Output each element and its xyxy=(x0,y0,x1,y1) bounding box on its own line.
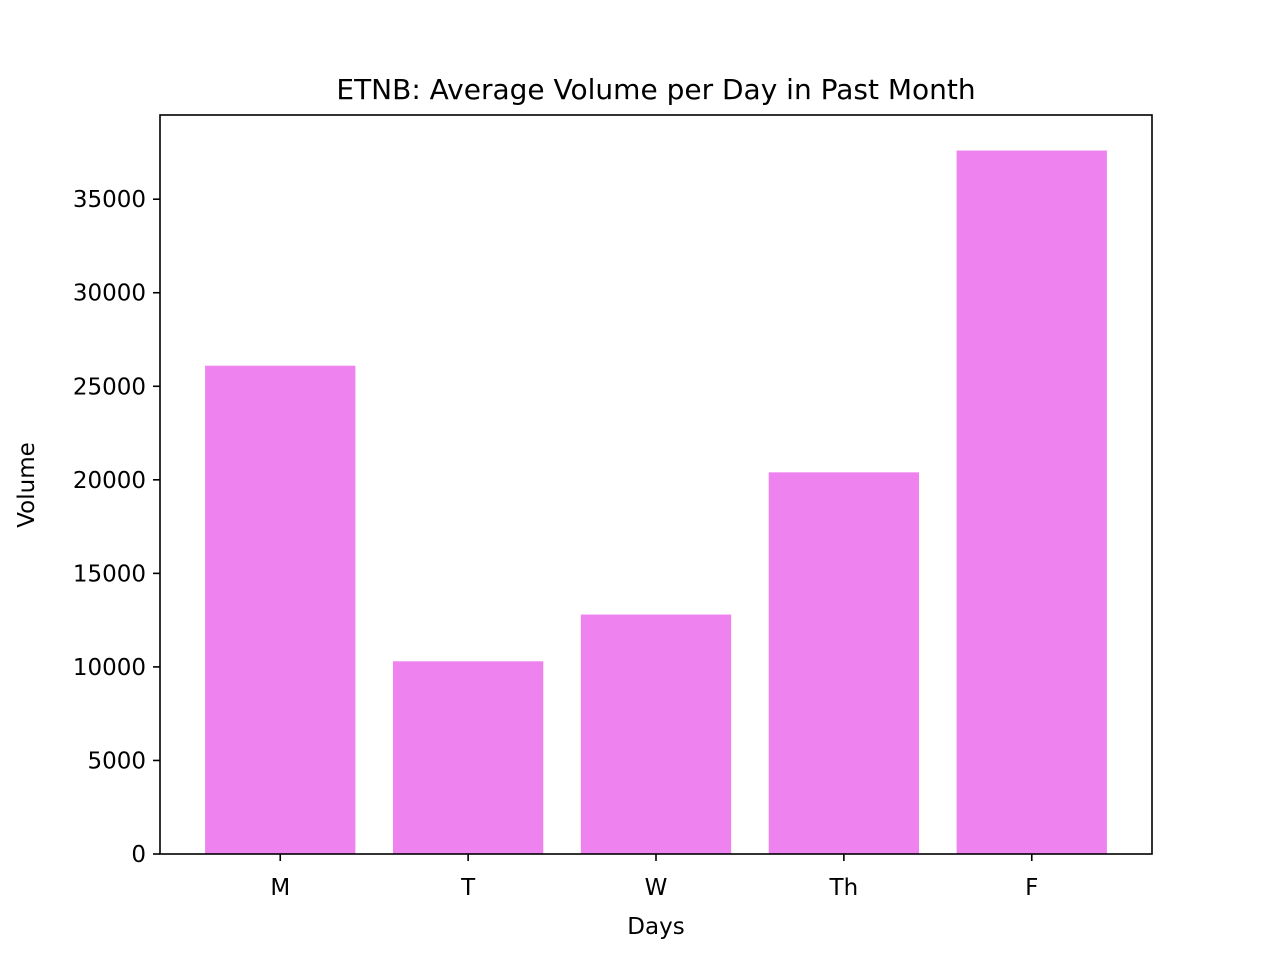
bars-group xyxy=(205,150,1107,855)
x-tick-label: T xyxy=(460,875,476,901)
y-tick-label: 20000 xyxy=(73,468,146,494)
y-tick-label: 0 xyxy=(131,842,146,868)
y-axis-label: Volume xyxy=(14,442,40,528)
y-tick-label: 5000 xyxy=(87,748,146,774)
bar-t xyxy=(392,661,544,854)
bar-th xyxy=(768,472,920,854)
y-tick-label: 30000 xyxy=(73,281,146,307)
bar-w xyxy=(580,614,732,854)
x-tick-label: M xyxy=(270,875,290,901)
plot-frame xyxy=(159,114,1153,855)
chart-title: ETNB: Average Volume per Day in Past Mon… xyxy=(336,73,975,106)
y-axis-ticks: 0 5000 10000 15000 20000 25000 30000 35000 xyxy=(73,187,160,868)
y-tick-label: 35000 xyxy=(73,187,146,213)
y-tick-label: 15000 xyxy=(73,561,146,587)
x-tick-label: Th xyxy=(829,875,859,901)
y-tick-label: 10000 xyxy=(73,655,146,681)
bar-f xyxy=(956,150,1107,855)
bar-m xyxy=(205,365,356,854)
x-tick-label: F xyxy=(1025,875,1038,901)
x-axis-ticks: M T W Th F xyxy=(270,854,1038,901)
x-tick-label: W xyxy=(645,875,668,901)
y-tick-label: 25000 xyxy=(73,374,146,400)
x-axis-label: Days xyxy=(627,914,684,940)
